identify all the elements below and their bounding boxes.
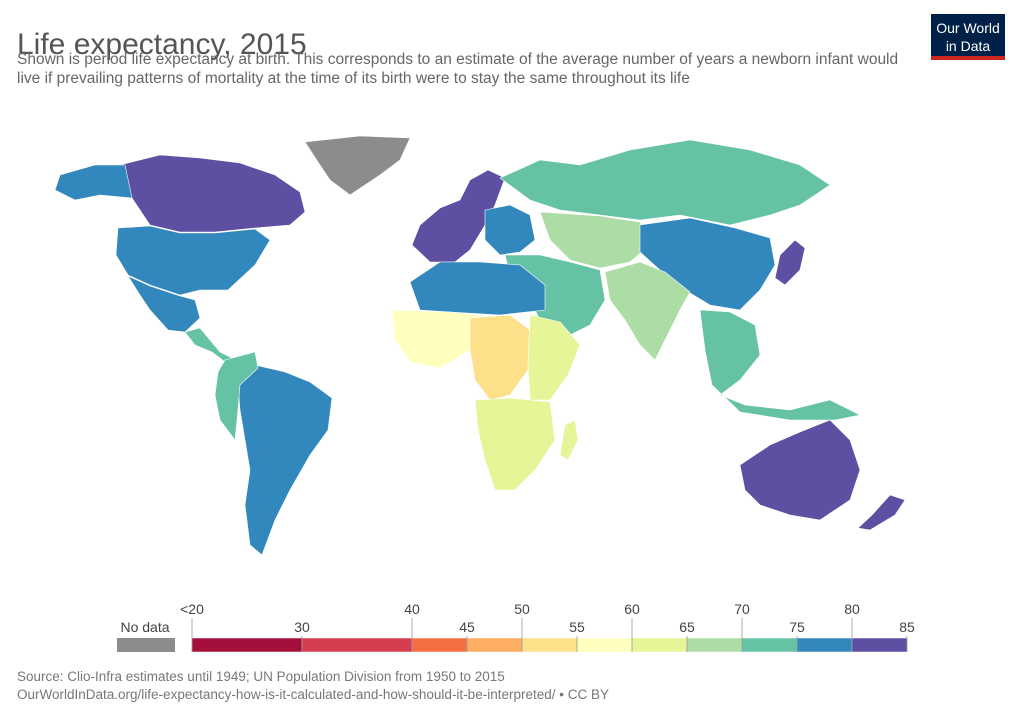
region-southeast-asia — [699, 309, 861, 421]
source-line-1: Source: Clio-Infra estimates until 1949;… — [17, 669, 505, 684]
source-line-2[interactable]: OurWorldInData.org/life-expectancy-how-i… — [17, 687, 609, 702]
region-mexico — [127, 275, 201, 333]
legend-bin-9 — [796, 637, 853, 653]
region-madagascar — [559, 419, 579, 461]
legend-tick-label-5: 55 — [569, 619, 585, 635]
legend-bin-1 — [301, 637, 413, 653]
region-new-zealand — [857, 494, 906, 531]
legend-tick-label-4: 50 — [514, 601, 530, 617]
legend-bin-7 — [686, 637, 743, 653]
legend-tick-label-8: 70 — [734, 601, 750, 617]
region-central-asia — [539, 211, 651, 269]
region-west-africa — [391, 309, 481, 369]
region-australia — [739, 419, 861, 521]
legend-tick-label-7: 65 — [679, 619, 695, 635]
region-china — [639, 217, 776, 311]
source-note: Source: Clio-Infra estimates until 1949;… — [17, 668, 609, 704]
region-south-america-east — [237, 364, 333, 556]
region-south-america-west — [214, 351, 259, 441]
owid-logo[interactable]: Our World in Data — [931, 14, 1005, 60]
region-north-america — [119, 154, 306, 233]
legend: No data <20 30 40 45 50 55 60 65 70 75 80 85 — [117, 601, 915, 653]
legend-tick-label-9: 75 — [789, 619, 805, 635]
chart-title: Life expectancy, 2015 — [17, 28, 307, 62]
legend-tick-label-0: <20 — [180, 601, 204, 617]
chart-subtitle: Shown is period life expectancy at birth… — [17, 51, 899, 87]
region-india — [604, 261, 691, 361]
legend-no-data-swatch — [117, 638, 175, 652]
region-southern-africa — [474, 397, 556, 491]
region-north-africa — [409, 261, 546, 316]
legend-bin-3 — [466, 637, 523, 653]
world-map — [54, 135, 906, 556]
legend-tick-label-6: 60 — [624, 601, 640, 617]
region-russia — [499, 139, 831, 226]
logo-line-2: in Data — [945, 38, 991, 54]
region-alaska — [54, 164, 133, 201]
legend-tick-label-3: 45 — [459, 619, 475, 635]
legend-bin-8 — [741, 637, 798, 653]
legend-bin-0 — [191, 637, 303, 653]
legend-bin-6 — [631, 637, 688, 653]
legend-tick-label-11: 85 — [899, 619, 915, 635]
region-usa — [115, 225, 271, 296]
region-central-america — [184, 327, 233, 363]
legend-tick-label-2: 40 — [404, 601, 420, 617]
region-central-africa — [469, 314, 531, 401]
legend-bin-10 — [851, 637, 908, 653]
legend-tick-label-10: 80 — [844, 601, 860, 617]
legend-bin-4 — [521, 637, 578, 653]
legend-bin-5 — [576, 637, 633, 653]
region-eastern-europe — [484, 204, 536, 256]
region-japan — [774, 239, 806, 286]
region-greenland — [304, 135, 411, 196]
legend-no-data-label: No data — [120, 619, 169, 635]
logo-line-1: Our World — [936, 20, 1000, 36]
region-east-africa — [527, 314, 581, 401]
legend-tick-label-1: 30 — [294, 619, 310, 635]
legend-bin-2 — [411, 637, 468, 653]
